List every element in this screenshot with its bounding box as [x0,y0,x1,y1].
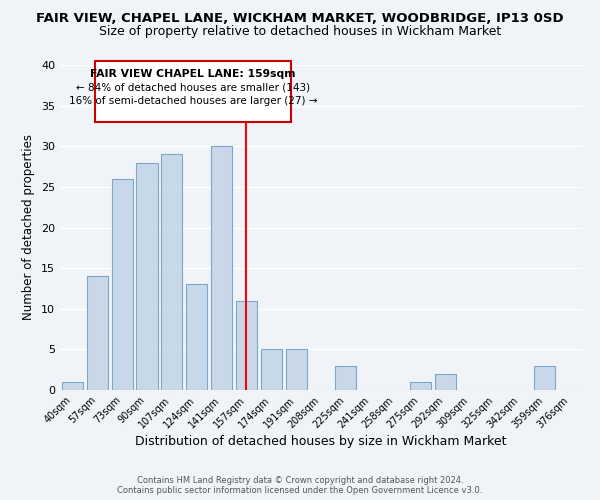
Bar [410,382,431,390]
Bar [112,179,133,390]
Text: 16% of semi-detached houses are larger (27) →: 16% of semi-detached houses are larger (… [69,96,317,106]
Bar [335,366,356,390]
Text: ← 84% of detached houses are smaller (143): ← 84% of detached houses are smaller (14… [76,83,310,93]
Text: Size of property relative to detached houses in Wickham Market: Size of property relative to detached ho… [99,25,501,38]
Bar [286,350,307,390]
Text: Contains public sector information licensed under the Open Government Licence v3: Contains public sector information licen… [118,486,482,495]
Bar [261,350,282,390]
Bar [236,300,257,390]
Bar [211,146,232,390]
Bar [186,284,207,390]
Bar [87,276,108,390]
Bar [136,162,158,390]
Text: FAIR VIEW, CHAPEL LANE, WICKHAM MARKET, WOODBRIDGE, IP13 0SD: FAIR VIEW, CHAPEL LANE, WICKHAM MARKET, … [36,12,564,26]
FancyBboxPatch shape [95,61,291,122]
X-axis label: Distribution of detached houses by size in Wickham Market: Distribution of detached houses by size … [135,436,507,448]
Text: Contains HM Land Registry data © Crown copyright and database right 2024.: Contains HM Land Registry data © Crown c… [137,476,463,485]
Y-axis label: Number of detached properties: Number of detached properties [22,134,35,320]
Text: FAIR VIEW CHAPEL LANE: 159sqm: FAIR VIEW CHAPEL LANE: 159sqm [90,69,296,79]
Bar [62,382,83,390]
Bar [534,366,555,390]
Bar [161,154,182,390]
Bar [435,374,456,390]
